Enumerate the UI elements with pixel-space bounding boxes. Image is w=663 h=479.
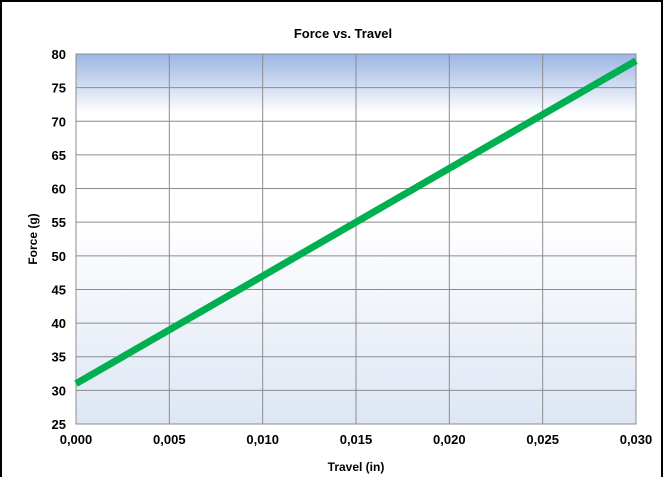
series-layer <box>74 57 638 387</box>
y-tick-label: 25 <box>52 417 66 432</box>
x-tick-label: 0,005 <box>153 432 186 447</box>
y-tick-label: 50 <box>52 249 66 264</box>
chart-title: Force vs. Travel <box>294 26 392 41</box>
y-tick-label: 35 <box>52 350 66 365</box>
y-tick-label: 65 <box>52 148 66 163</box>
series-line <box>74 57 638 387</box>
x-tick-label: 0,010 <box>246 432 279 447</box>
x-tick-label: 0,000 <box>60 432 93 447</box>
x-tick-label: 0,030 <box>620 432 653 447</box>
y-tick-label: 40 <box>52 316 66 331</box>
y-axis-title: Force (g) <box>26 213 40 264</box>
grid-lines <box>75 53 637 425</box>
x-axis-title: Travel (in) <box>328 460 385 474</box>
y-tick-label: 75 <box>52 81 66 96</box>
x-tick-label: 0,015 <box>340 432 373 447</box>
y-axis-ticks: 25 30 35 40 45 50 55 60 65 70 75 80 <box>52 47 66 432</box>
plot-border <box>75 53 637 425</box>
y-tick-label: 30 <box>52 383 66 398</box>
y-tick-label: 80 <box>52 47 66 62</box>
x-tick-label: 0,020 <box>433 432 466 447</box>
x-axis-ticks: 0,000 0,005 0,010 0,015 0,020 0,025 0,030 <box>60 432 653 447</box>
y-tick-label: 60 <box>52 182 66 197</box>
y-tick-label: 70 <box>52 114 66 129</box>
y-tick-label: 55 <box>52 215 66 230</box>
x-tick-label: 0,025 <box>526 432 559 447</box>
y-tick-label: 45 <box>52 282 66 297</box>
